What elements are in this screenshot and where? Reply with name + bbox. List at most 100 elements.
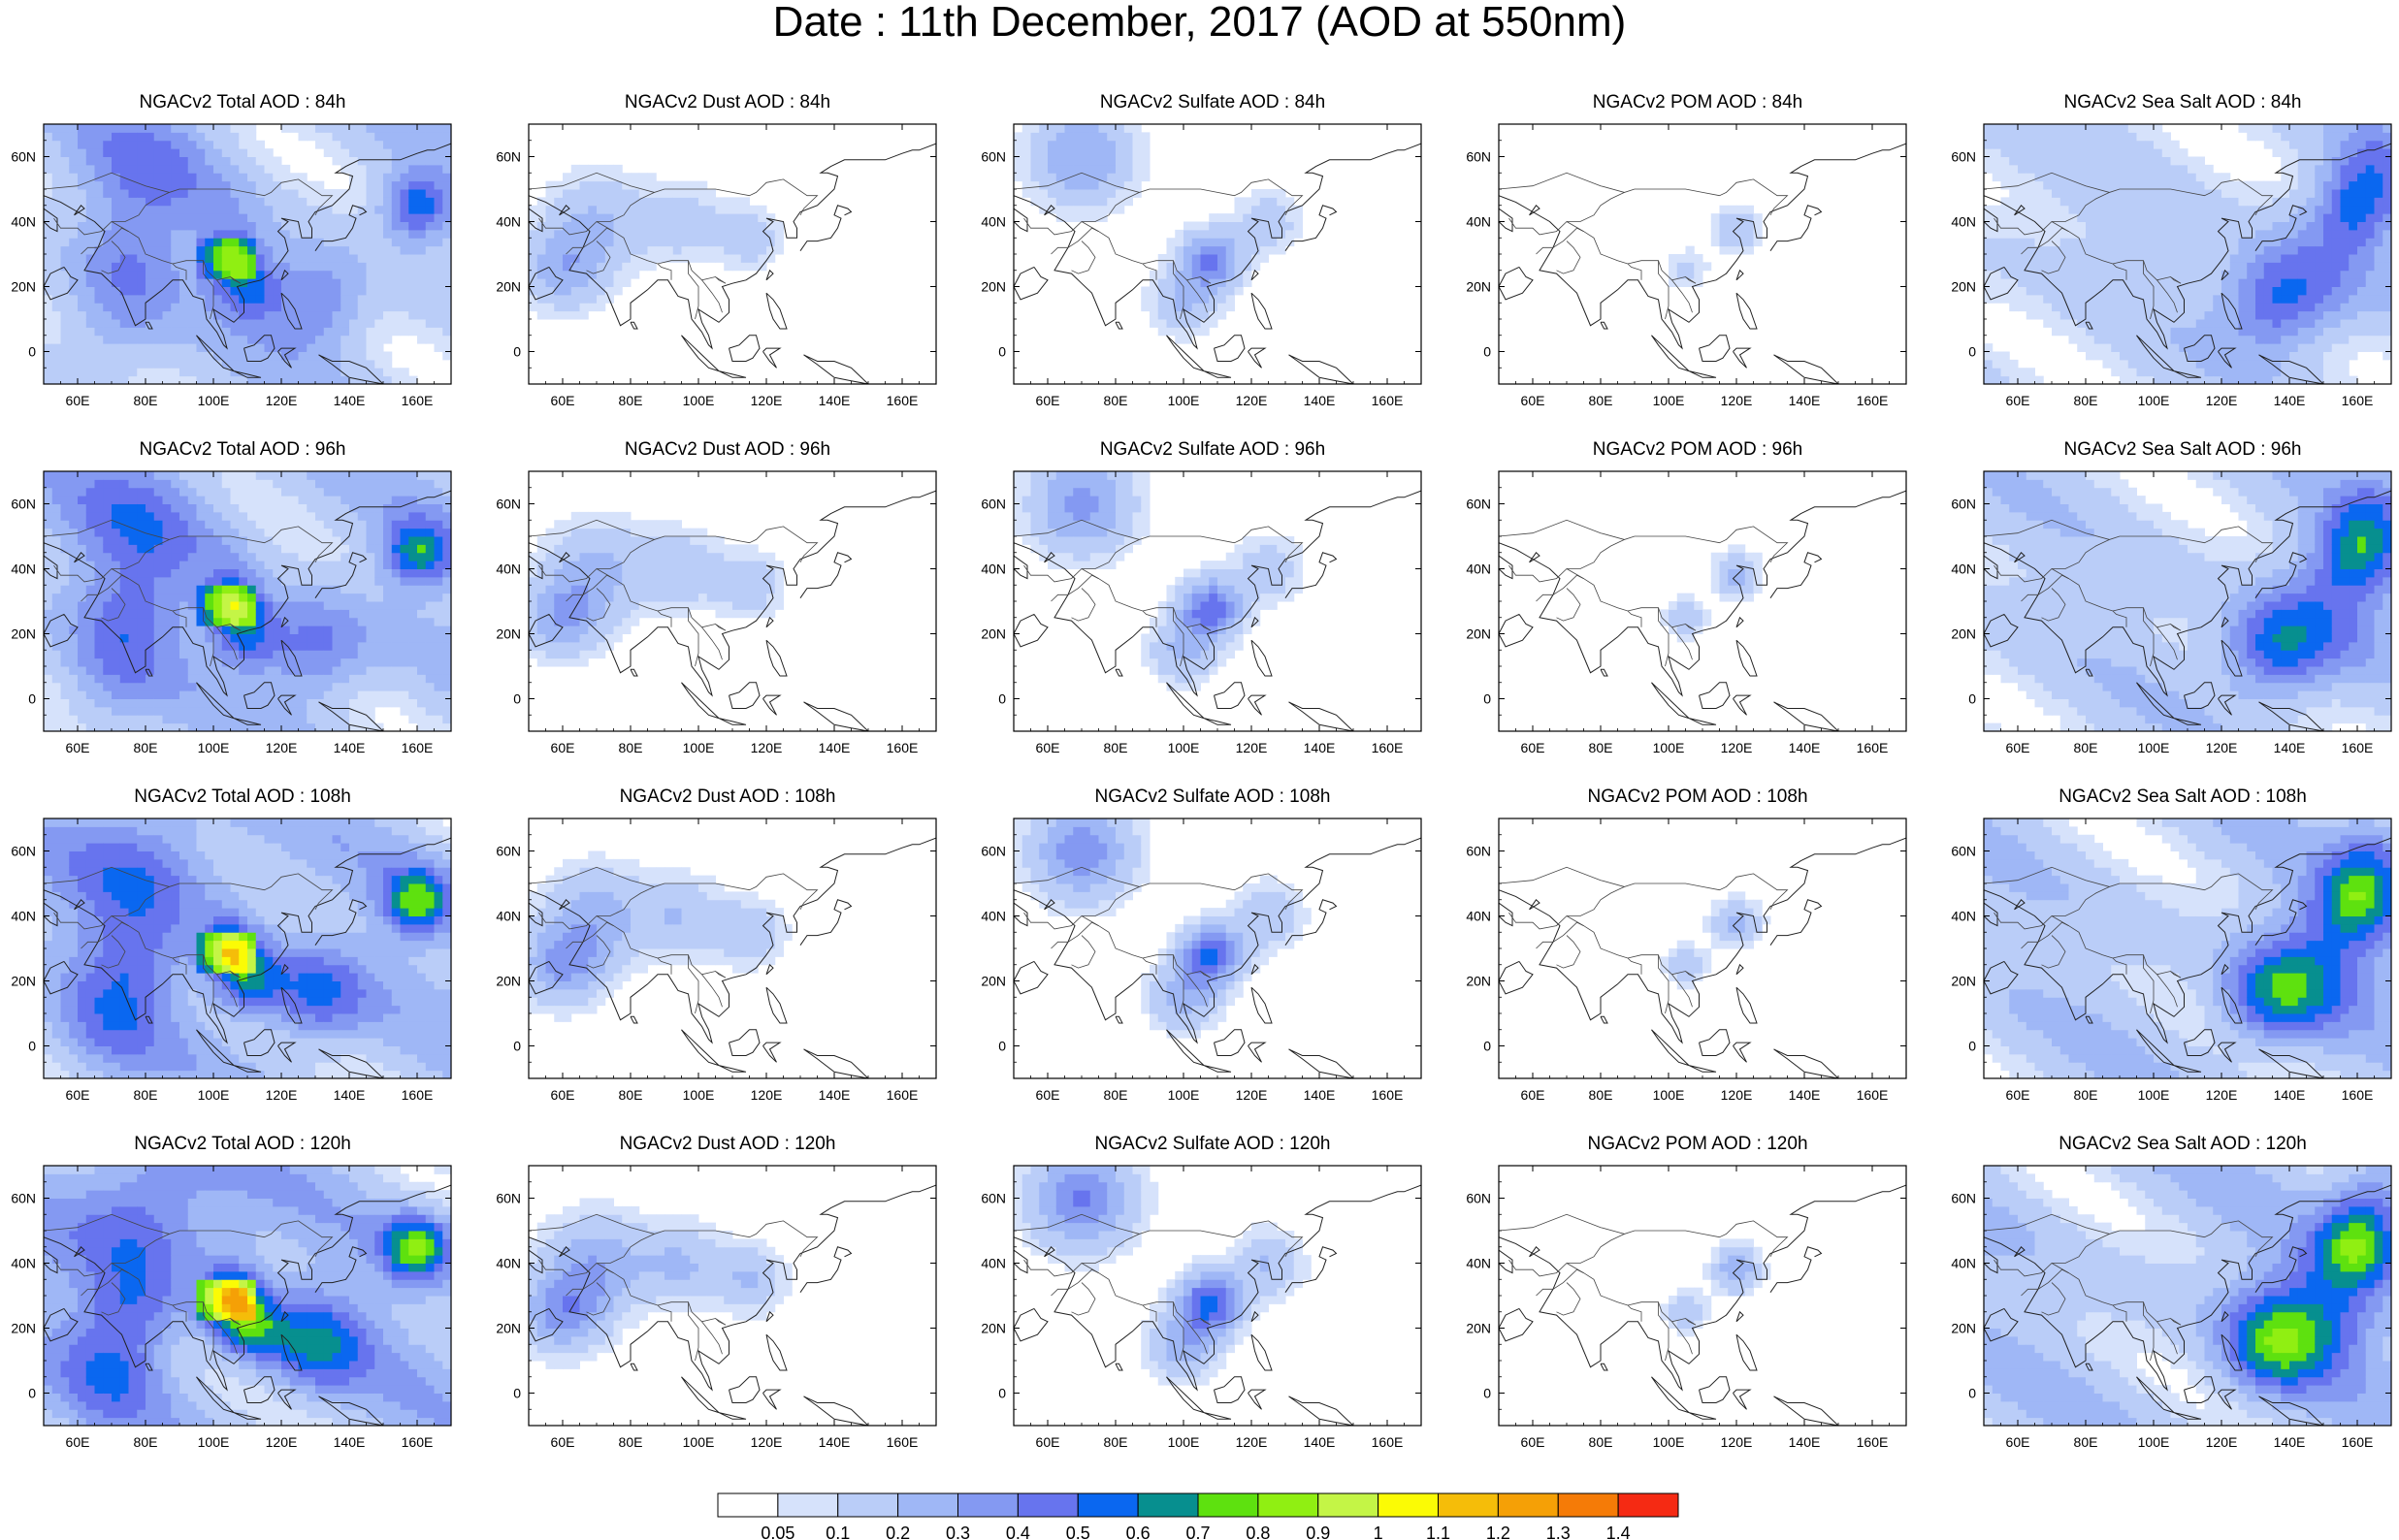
country-border <box>596 1263 727 1326</box>
map-plot: 60E 80E 100E 120E 140E 160E 60N 40N 20N 0 <box>11 470 452 755</box>
coastline <box>1529 1246 1540 1258</box>
lat-tick-label: 20N <box>1951 626 1976 642</box>
lat-tick-label: 20N <box>496 974 521 989</box>
coastline <box>280 1333 303 1371</box>
colorbar-label: 1.4 <box>1606 1524 1631 1540</box>
map-plot: 60E 80E 100E 120E 140E 160E 60N 40N 20N 0 <box>1466 818 1907 1103</box>
coastline <box>1529 205 1540 216</box>
lon-tick-label: 80E <box>2074 1434 2098 1450</box>
country-border <box>2170 1318 2182 1326</box>
lon-tick-label: 80E <box>134 1087 158 1103</box>
lat-tick-label: 40N <box>11 214 36 230</box>
lon-tick-label: 80E <box>2074 393 2098 408</box>
coastline <box>803 1048 869 1078</box>
lat-tick-label: 0 <box>998 691 1006 707</box>
map-panel: NGACv2 POM AOD : 120h 60E 80E 100E 120E 140E 1… <box>1455 1134 1940 1481</box>
map-plot: 60E 80E 100E 120E 140E 160E 60N 40N 20N 0 <box>496 818 937 1103</box>
lat-tick-label: 0 <box>1483 691 1491 707</box>
coastline <box>2254 552 2308 598</box>
coastline <box>2014 552 2026 563</box>
country-border <box>529 519 819 562</box>
coastline <box>314 1246 368 1293</box>
coastline <box>1735 1333 1758 1371</box>
lon-tick-label: 120E <box>1236 1434 1268 1450</box>
country-border <box>1984 866 2274 910</box>
map-plot: 60E 80E 100E 120E 140E 160E 60N 40N 20N 0 <box>496 470 937 755</box>
map-panel: NGACv2 Sea Salt AOD : 84h 60E 80E 100E 120E 1… <box>1940 92 2399 439</box>
country-border <box>586 241 611 274</box>
coastline <box>729 1376 761 1403</box>
coastline <box>2085 1363 2093 1371</box>
country-border <box>1071 935 1096 969</box>
lon-tick-label: 100E <box>683 740 715 755</box>
coastline <box>280 269 289 281</box>
map-panel: NGACv2 Sulfate AOD : 96h 60E 80E 100E 120E 14… <box>970 439 1455 786</box>
lon-tick-label: 140E <box>2274 1434 2306 1450</box>
country-border <box>1556 935 1581 969</box>
lon-tick-label: 100E <box>2138 740 2170 755</box>
coastline <box>799 899 853 946</box>
country-border <box>53 886 170 930</box>
lon-tick-label: 80E <box>1589 740 1613 755</box>
country-border <box>596 915 727 979</box>
aod-field <box>529 490 936 731</box>
aod-field <box>44 471 451 731</box>
coastline <box>233 718 262 725</box>
lon-tick-label: 120E <box>1721 1087 1753 1103</box>
coastline <box>1651 682 1690 720</box>
lat-tick-label: 20N <box>11 974 36 989</box>
country-border <box>1685 971 1697 979</box>
coastline <box>1733 1389 1752 1410</box>
coastline <box>559 899 570 911</box>
coastline <box>196 682 235 720</box>
lat-tick-label: 40N <box>496 1256 521 1271</box>
lon-tick-label: 160E <box>887 1434 919 1450</box>
coastline <box>1773 1396 1839 1426</box>
country-border <box>1508 192 1625 236</box>
lon-tick-label: 60E <box>551 393 575 408</box>
lat-tick-label: 0 <box>28 344 36 360</box>
country-border <box>1536 227 1584 255</box>
coastline <box>1214 335 1246 362</box>
lon-tick-label: 120E <box>2206 740 2238 755</box>
colorbar-label: 0.5 <box>1066 1524 1090 1540</box>
country-border <box>1536 574 1584 602</box>
lat-tick-label: 60N <box>981 844 1006 859</box>
country-border <box>1186 626 1208 660</box>
aod-field <box>529 1184 936 1426</box>
coastline <box>277 347 297 369</box>
lat-tick-label: 20N <box>981 974 1006 989</box>
lon-tick-label: 140E <box>1304 1087 1336 1103</box>
country-border <box>230 624 242 631</box>
country-border <box>1023 192 1140 236</box>
lon-tick-label: 100E <box>198 1087 230 1103</box>
lon-tick-label: 80E <box>1104 393 1128 408</box>
coastline <box>1044 552 1055 563</box>
country-border <box>230 971 242 979</box>
coastline <box>1014 960 1049 995</box>
lat-tick-label: 20N <box>1466 974 1491 989</box>
country-border <box>1051 574 1099 602</box>
country-border <box>1671 974 1693 1008</box>
country-border <box>203 954 214 1014</box>
lon-tick-label: 160E <box>1372 1087 1404 1103</box>
lon-tick-label: 100E <box>683 1434 715 1450</box>
map-plot: 60E 80E 100E 120E 140E 160E 60N 40N 20N 0 <box>1951 818 2392 1103</box>
colorbar-label: 0.05 <box>761 1524 794 1540</box>
country-border <box>1984 1213 2274 1257</box>
lat-tick-label: 60N <box>981 149 1006 165</box>
coastline <box>2258 354 2324 384</box>
coastline <box>529 1307 564 1342</box>
coastline <box>1651 1376 1690 1414</box>
map-plot: 60E 80E 100E 120E 140E 160E 60N 40N 20N 0 <box>981 123 1422 408</box>
map-plot: 60E 80E 100E 120E 140E 160E 60N 40N 20N 0 <box>1466 123 1907 408</box>
country-border <box>111 915 242 979</box>
lat-tick-label: 0 <box>513 1386 521 1401</box>
coastline <box>1984 1307 2019 1342</box>
lon-tick-label: 140E <box>1789 740 1821 755</box>
coastline <box>1499 266 1534 301</box>
country-border <box>2041 241 2066 274</box>
coastline <box>314 552 368 598</box>
coastline <box>1248 1389 1267 1410</box>
lat-tick-label: 40N <box>1466 214 1491 230</box>
